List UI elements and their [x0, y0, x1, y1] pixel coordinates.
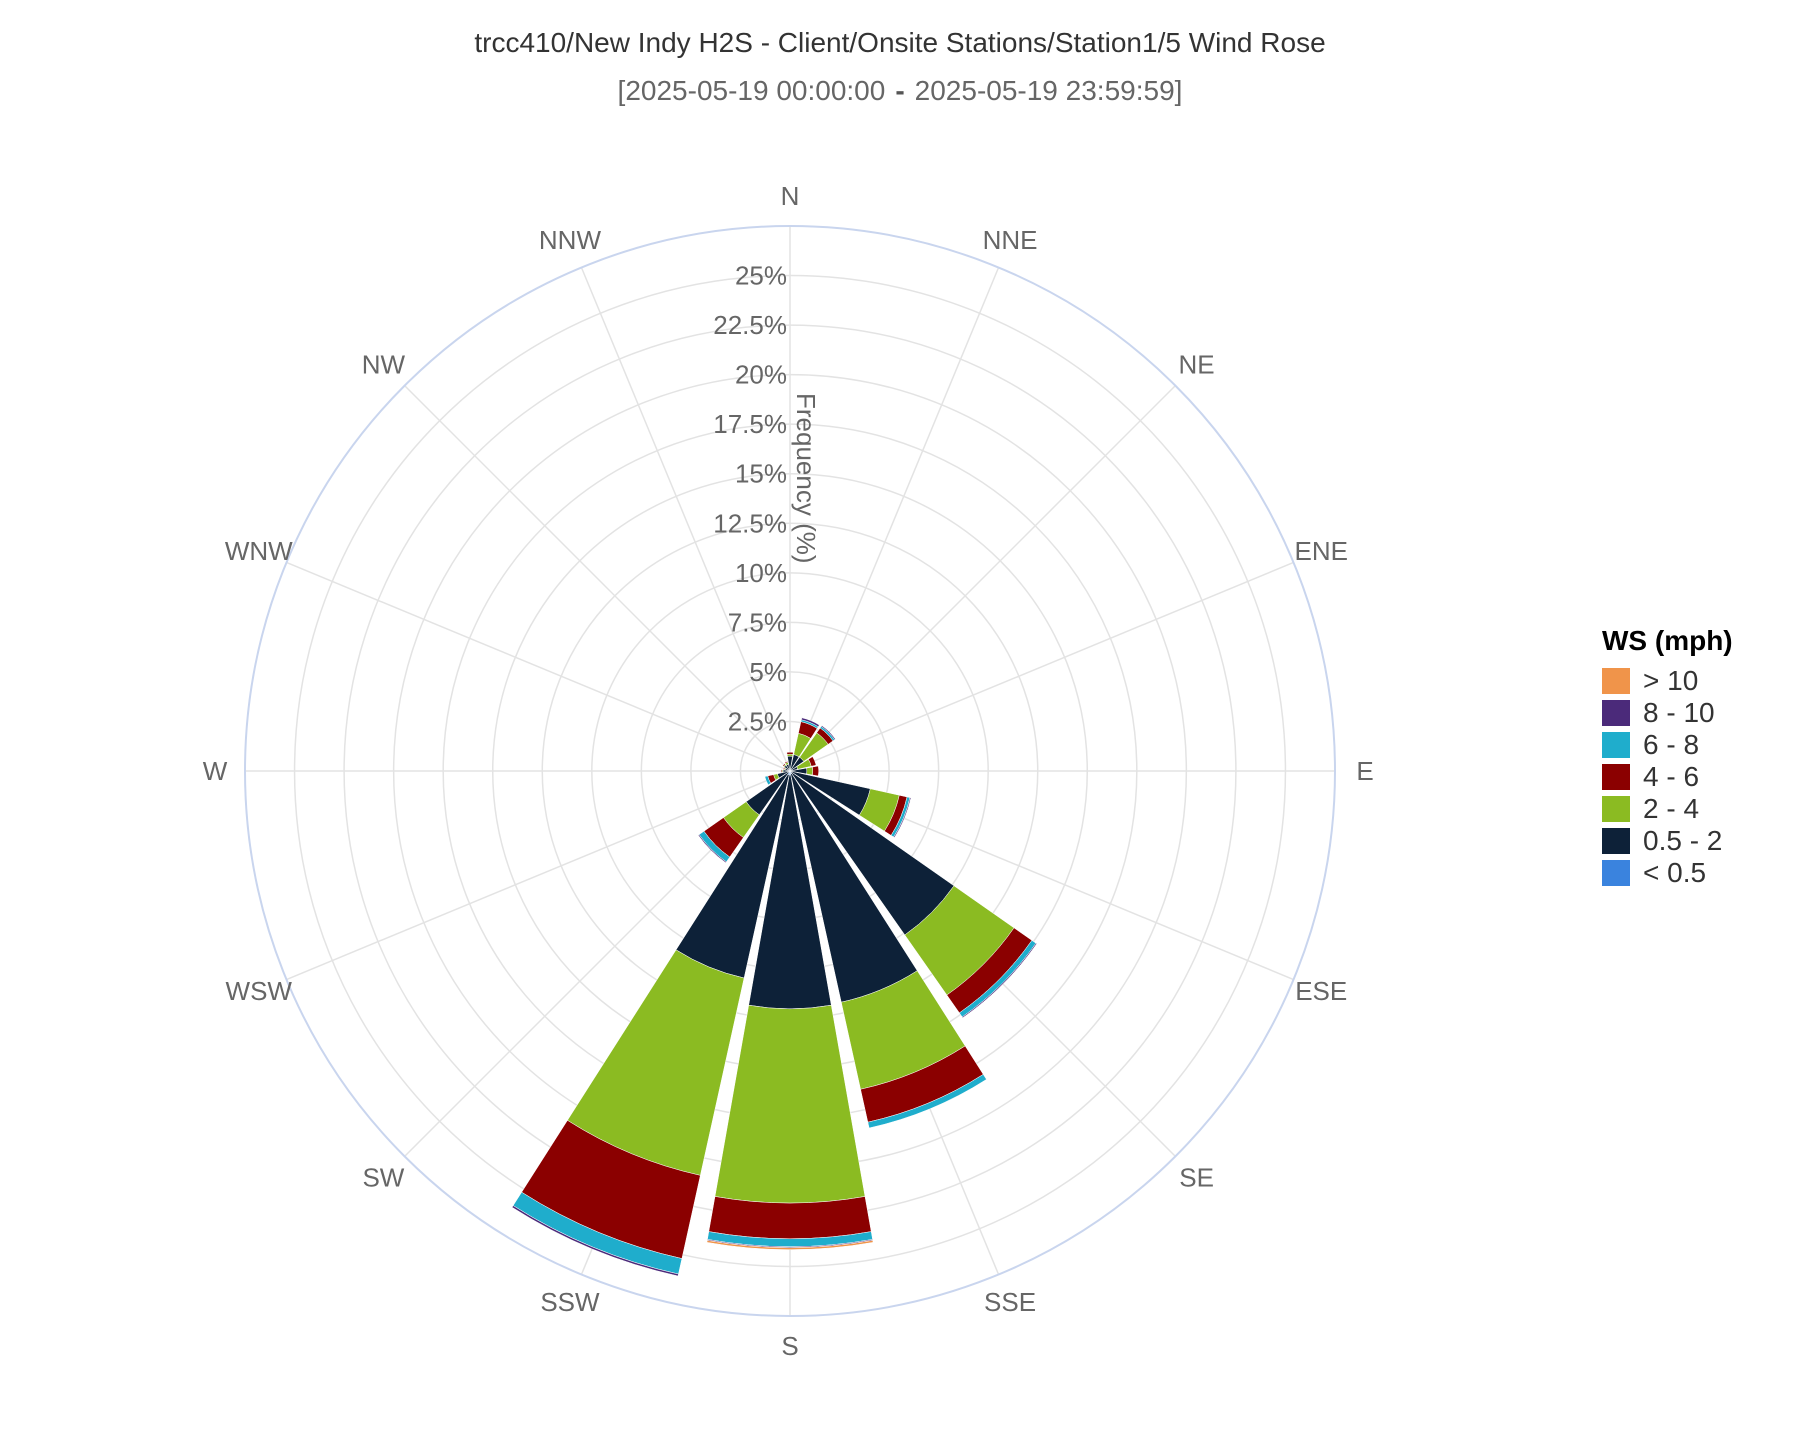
- subtitle-start: [2025-05-19 00:00:00: [618, 75, 886, 106]
- bar-nne-8-10: [801, 717, 820, 728]
- legend-swatch-0-5-2: [1602, 828, 1630, 854]
- bar-ssw-8-10: [511, 1205, 679, 1277]
- legend-title: WS (mph): [1602, 625, 1733, 656]
- radial-tick-label: 2.5%: [728, 706, 787, 736]
- bar-se-8-10: [961, 942, 1038, 1019]
- bar-sw-8-10: [697, 834, 727, 864]
- legend-swatch-4-6: [1602, 764, 1630, 790]
- direction-label-n: N: [781, 181, 800, 211]
- bar-w-4-6: [780, 769, 783, 773]
- legend-label-6-8: 6 - 8: [1643, 729, 1699, 760]
- legend-swatch-6-8: [1602, 732, 1630, 758]
- outer-ring: [244, 225, 1336, 1317]
- direction-label-nne: NNE: [983, 225, 1038, 255]
- direction-label-e: E: [1356, 756, 1373, 786]
- bar-e-4-6: [812, 765, 819, 777]
- bar-ene-4-6: [808, 756, 817, 767]
- legend-label-0-5-2: 0.5 - 2: [1643, 825, 1722, 856]
- bar-sse-6-8: [867, 1074, 987, 1129]
- legend-label-4-6: 4 - 6: [1643, 761, 1699, 792]
- bar-ne-8-10: [820, 725, 836, 741]
- direction-label-ssw: SSW: [540, 1287, 600, 1317]
- legend-swatch-10: [1602, 668, 1630, 694]
- radial-tick-labels: 2.5% 5% 7.5% 10% 12.5% 15% 17.5% 20% 22.5% 25%: [713, 261, 787, 737]
- bar-s-10: [706, 1240, 874, 1250]
- bar-wsw-6-8: [764, 775, 772, 786]
- legend-swatch-0-5: [1602, 860, 1630, 886]
- direction-label-nw: NW: [362, 349, 406, 379]
- direction-label-ne: NE: [1179, 349, 1215, 379]
- bar-s-2-4: [714, 1004, 866, 1204]
- radial-tick-label: 20%: [735, 360, 787, 390]
- direction-label-nnw: NNW: [539, 225, 602, 255]
- direction-label-wnw: WNW: [225, 536, 293, 566]
- wind-rose-bars: [511, 717, 1038, 1277]
- grid-spoke-nnw: [580, 267, 791, 772]
- direction-labels: N NNE NE ENE E ESE SE SSE S SSW SW WSW W WNW NW NNW: [203, 181, 1374, 1361]
- direction-label-ese: ESE: [1295, 976, 1347, 1006]
- direction-label-ene: ENE: [1294, 536, 1347, 566]
- legend-swatch-2-4: [1602, 796, 1630, 822]
- bar-nw-4-6: [782, 763, 786, 767]
- legend-label-8-10: 8 - 10: [1643, 697, 1715, 728]
- grid-spoke-nne: [789, 267, 1000, 772]
- bar-wnw-4-6: [782, 766, 786, 771]
- bar-n-4-6: [786, 751, 794, 755]
- subtitle-separator: -: [895, 75, 904, 106]
- chart-subtitle: [2025-05-19 00:00:00-2025-05-19 23:59:59…: [618, 75, 1183, 106]
- legend-swatch-8-10: [1602, 700, 1630, 726]
- grid-spoke-wnw: [286, 561, 791, 772]
- direction-label-se: SE: [1179, 1163, 1214, 1193]
- grid-spoke-wsw: [286, 770, 791, 981]
- radial-axis-title: Frequency (%): [791, 393, 821, 564]
- direction-label-s: S: [781, 1331, 798, 1361]
- radial-tick-label: 22.5%: [713, 310, 787, 340]
- radial-tick-label: 12.5%: [713, 508, 787, 538]
- direction-label-w: W: [203, 756, 228, 786]
- radial-tick-label: 7.5%: [728, 607, 787, 637]
- chart-title: trcc410/New Indy H2S - Client/Onsite Sta…: [474, 27, 1325, 58]
- legend: WS (mph) > 108 - 106 - 84 - 62 - 40.5 - …: [1602, 625, 1733, 888]
- subtitle-end: 2025-05-19 23:59:59]: [915, 75, 1183, 106]
- radial-tick-label: 17.5%: [713, 409, 787, 439]
- direction-label-sse: SSE: [984, 1287, 1036, 1317]
- grid-spoke-nw: [404, 385, 791, 772]
- legend-label-0-5: < 0.5: [1643, 857, 1706, 888]
- bar-nnw-4-6: [784, 761, 789, 764]
- radial-tick-label: 10%: [735, 558, 787, 588]
- grid-spoke-ne: [789, 385, 1176, 772]
- radial-tick-label: 5%: [749, 657, 787, 687]
- bar-e-2-4: [806, 766, 814, 776]
- grid-spoke-ene: [789, 561, 1294, 772]
- legend-label-10: > 10: [1643, 665, 1698, 696]
- direction-label-wsw: WSW: [226, 976, 293, 1006]
- legend-label-2-4: 2 - 4: [1643, 793, 1699, 824]
- bar-ese-8-10: [893, 797, 912, 838]
- direction-label-sw: SW: [362, 1163, 404, 1193]
- radial-tick-label: 25%: [735, 261, 787, 291]
- radial-tick-label: 15%: [735, 459, 787, 489]
- legend-items: > 108 - 106 - 84 - 62 - 40.5 - 2< 0.5: [1602, 665, 1722, 888]
